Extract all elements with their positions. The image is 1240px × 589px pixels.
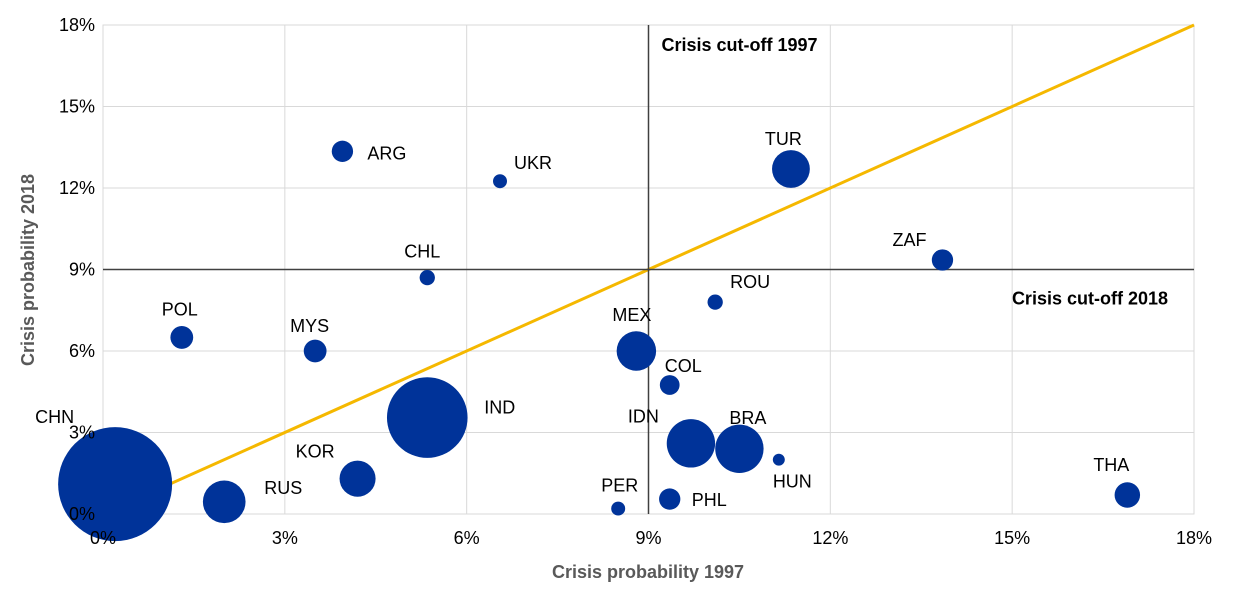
point-label-rou: ROU	[730, 272, 770, 292]
point-label-tha: THA	[1093, 455, 1129, 475]
point-label-idn: IDN	[628, 406, 659, 426]
x-tick-label: 0%	[90, 528, 116, 548]
point-label-zaf: ZAF	[892, 230, 926, 250]
bubble-zaf	[931, 249, 954, 271]
bubble-ukr	[493, 174, 507, 189]
bubble-arg	[331, 140, 354, 162]
bubble-tha	[1114, 482, 1141, 508]
bubble-kor	[339, 460, 376, 497]
point-label-arg: ARG	[367, 143, 406, 163]
point-label-ind: IND	[484, 398, 515, 418]
x-tick-label: 6%	[454, 528, 480, 548]
bubble-mys	[303, 339, 327, 363]
y-tick-label: 15%	[59, 97, 95, 117]
bubble-idn	[666, 419, 716, 468]
y-tick-label: 6%	[69, 341, 95, 361]
point-label-phl: PHL	[692, 490, 727, 510]
y-tick-label: 18%	[59, 15, 95, 35]
y-tick-label: 12%	[59, 178, 95, 198]
x-tick-label: 9%	[635, 528, 661, 548]
x-axis-title: Crisis probability 1997	[552, 562, 744, 582]
point-label-mys: MYS	[290, 316, 329, 336]
point-label-col: COL	[665, 356, 702, 376]
bubble-rou	[707, 294, 723, 310]
cutoff-layer: Crisis cut-off 1997 Crisis cut-off 2018	[103, 25, 1194, 514]
point-label-kor: KOR	[296, 442, 335, 462]
bubbles	[58, 140, 1141, 542]
bubble-tur	[772, 150, 810, 188]
cutoff-label-1997: Crisis cut-off 1997	[662, 35, 818, 55]
bubble-col	[659, 375, 680, 395]
point-label-per: PER	[601, 476, 638, 496]
tick-labels: 0% 3% 6% 9% 12% 15% 18% 0% 3% 6% 9% 12% 15% 18%	[59, 15, 1212, 548]
bubble-pol	[170, 326, 194, 349]
bubble-bra	[715, 424, 764, 473]
x-tick-label: 15%	[994, 528, 1030, 548]
point-label-hun: HUN	[773, 472, 812, 492]
bubble-mex	[616, 331, 657, 371]
point-label-mex: MEX	[612, 305, 651, 325]
bubble-per	[611, 501, 626, 516]
x-tick-label: 12%	[812, 528, 848, 548]
cutoff-label-2018: Crisis cut-off 2018	[1012, 289, 1168, 309]
x-tick-label: 18%	[1176, 528, 1212, 548]
bubble-ind	[386, 377, 468, 458]
bubble-phl	[659, 488, 681, 510]
bubble-rus	[202, 480, 246, 524]
x-tick-label: 3%	[272, 528, 298, 548]
bubble-chl	[419, 270, 435, 286]
bubble-hun	[772, 453, 785, 466]
point-label-ukr: UKR	[514, 153, 552, 173]
y-tick-label: 3%	[69, 423, 95, 443]
y-axis-title: Crisis probability 2018	[18, 174, 38, 366]
point-label-chl: CHL	[404, 242, 440, 262]
point-labels: CHN RUS POL MYS KOR ARG CHL UKR IND MEX COL IDN BRA P…	[35, 129, 1129, 510]
point-label-rus: RUS	[264, 478, 302, 498]
y-tick-label: 9%	[69, 260, 95, 280]
point-label-chn: CHN	[35, 407, 74, 427]
bubble-chn	[58, 427, 173, 542]
point-label-tur: TUR	[765, 129, 802, 149]
point-label-bra: BRA	[729, 408, 766, 428]
y-tick-label: 0%	[69, 504, 95, 524]
point-label-pol: POL	[162, 299, 198, 319]
